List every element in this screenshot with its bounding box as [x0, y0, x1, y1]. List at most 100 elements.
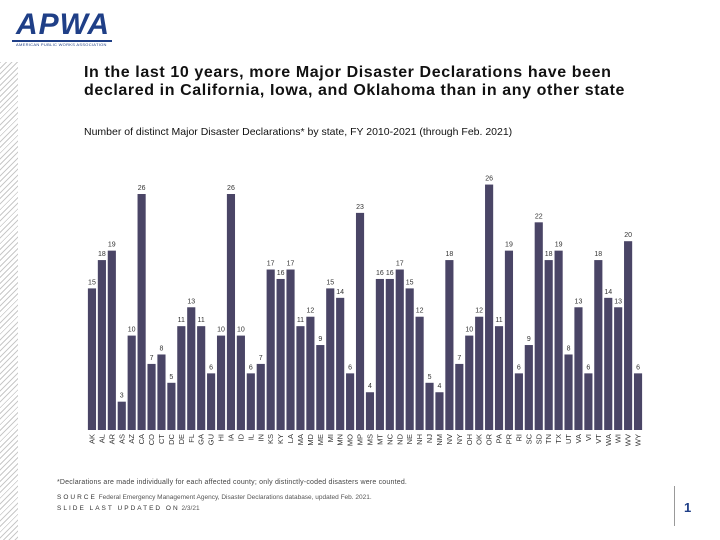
bar-la	[286, 269, 295, 430]
value-label-nd: 17	[396, 261, 404, 268]
bar-mt	[375, 278, 384, 430]
bar-fl	[187, 307, 196, 430]
bar-de	[177, 326, 186, 430]
value-label-mn: 14	[336, 289, 344, 296]
bar-al	[97, 260, 106, 430]
value-label-va: 13	[575, 298, 583, 305]
value-label-mi: 15	[326, 279, 334, 286]
source-label: SOURCE	[57, 494, 97, 501]
bar-nm	[435, 392, 444, 430]
tick-label-nj: NJ	[425, 434, 434, 443]
value-label-sc: 9	[527, 336, 531, 343]
tick-label-mo: MO	[346, 434, 355, 446]
bar-oh	[465, 335, 474, 430]
bar-ky	[276, 278, 285, 430]
value-label-nj: 5	[428, 374, 432, 381]
logo-text: APWA	[16, 8, 110, 41]
tick-label-ne: NE	[405, 434, 414, 444]
tick-label-ms: MS	[365, 434, 374, 445]
bar-ga	[197, 326, 206, 430]
tick-label-ar: AR	[107, 433, 116, 444]
bar-nc	[385, 278, 394, 430]
updated-date: 2/3/21	[181, 505, 200, 512]
tick-label-il: IL	[246, 434, 255, 440]
bar-mo	[346, 373, 355, 430]
bar-ut	[564, 354, 573, 430]
tick-label-ma: MA	[296, 434, 305, 445]
value-label-nm: 4	[438, 383, 442, 390]
value-label-vi: 6	[586, 364, 590, 371]
value-label-ky: 16	[277, 270, 285, 277]
bar-ct	[157, 354, 166, 430]
bar-ca	[137, 194, 146, 430]
tick-label-la: LA	[286, 434, 295, 443]
bar-vt	[594, 260, 603, 430]
value-label-mo: 6	[348, 364, 352, 371]
bar-sc	[524, 345, 533, 430]
value-label-wy: 6	[636, 364, 640, 371]
logo-underline	[12, 40, 112, 42]
tick-label-nd: ND	[395, 433, 404, 444]
value-label-co: 7	[150, 355, 154, 362]
value-label-ut: 8	[567, 345, 571, 352]
tick-label-id: ID	[236, 433, 245, 441]
bar-or	[485, 184, 494, 430]
value-label-ok: 12	[475, 308, 483, 315]
tick-label-hi: HI	[217, 434, 226, 442]
bar-tn	[544, 260, 553, 430]
value-label-fl: 13	[187, 298, 195, 305]
tick-label-sd: SD	[534, 433, 543, 444]
bar-ne	[405, 288, 414, 430]
value-label-az: 10	[128, 327, 136, 334]
value-label-pr: 19	[505, 242, 513, 249]
bar-va	[574, 307, 583, 430]
bar-nv	[445, 260, 454, 430]
tick-label-wy: WY	[634, 434, 643, 446]
tick-label-ok: OK	[475, 434, 484, 445]
tick-label-gu: GU	[207, 434, 216, 445]
value-label-ma: 11	[297, 317, 304, 324]
tick-label-pr: PR	[504, 433, 513, 444]
tick-label-tx: TX	[554, 434, 563, 444]
tick-label-nh: NH	[415, 434, 424, 445]
tick-label-ak: AK	[87, 434, 96, 444]
bar-as	[117, 401, 126, 430]
value-label-in: 7	[259, 355, 263, 362]
value-label-wi: 13	[614, 298, 622, 305]
value-label-hi: 10	[217, 327, 225, 334]
tick-label-ca: CA	[137, 434, 146, 444]
tick-label-ky: KY	[276, 434, 285, 444]
value-label-ga: 11	[198, 317, 205, 324]
value-label-or: 26	[485, 176, 493, 183]
value-label-il: 6	[249, 364, 253, 371]
value-label-pa: 11	[495, 317, 502, 324]
source-text: Federal Emergency Management Agency, Dis…	[98, 494, 372, 501]
tick-label-dc: DC	[167, 433, 176, 444]
value-label-tx: 19	[555, 242, 563, 249]
bar-sd	[534, 222, 543, 430]
bar-wa	[604, 297, 613, 430]
value-label-nc: 16	[386, 270, 394, 277]
bar-hi	[216, 335, 226, 430]
value-label-oh: 10	[465, 327, 473, 334]
value-label-ny: 7	[457, 355, 461, 362]
tick-label-az: AZ	[127, 434, 136, 444]
bar-vi	[584, 373, 593, 430]
bar-wi	[614, 307, 623, 430]
source-line: SOURCE Federal Emergency Management Agen…	[57, 494, 372, 501]
value-label-id: 10	[237, 327, 245, 334]
tick-label-ny: NY	[455, 434, 464, 444]
bar-ri	[514, 373, 523, 430]
value-label-ks: 17	[267, 261, 275, 268]
chart-subtitle: Number of distinct Major Disaster Declar…	[84, 126, 513, 138]
tick-label-vt: VT	[594, 434, 603, 444]
tick-label-ut: UT	[564, 434, 573, 444]
value-label-sd: 22	[535, 213, 543, 220]
bar-ok	[475, 316, 484, 430]
bar-ma	[296, 326, 305, 430]
page-number: 1	[684, 500, 692, 515]
value-label-nh: 12	[416, 308, 424, 315]
value-label-dc: 5	[169, 374, 173, 381]
value-label-as: 3	[120, 393, 124, 400]
value-label-la: 17	[287, 261, 295, 268]
